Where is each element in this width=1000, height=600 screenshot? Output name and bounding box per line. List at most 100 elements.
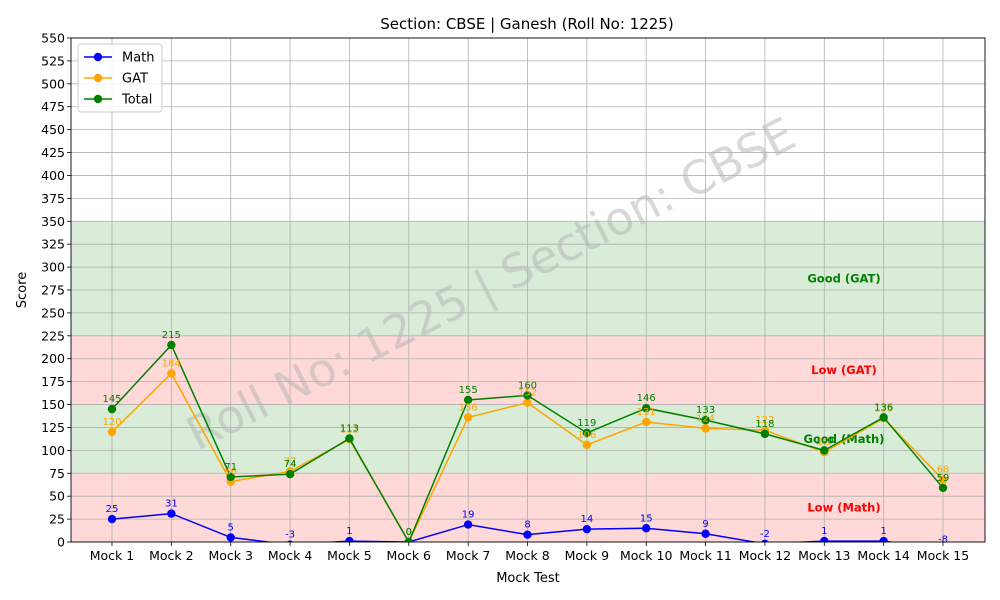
gat-data-label: 68 [937,465,950,476]
x-tick-label: Mock 5 [327,548,371,563]
math-data-label: 15 [640,513,653,524]
math-point [463,520,473,529]
gat-data-label: 136 [459,402,478,413]
y-tick-label: 250 [41,305,65,320]
gat-data-label: 112 [340,424,359,435]
score-bands [71,221,985,542]
total-point [879,413,888,422]
legend-label-math: Math [122,51,155,66]
total-point [938,483,948,493]
x-tick-label: Mock 4 [268,548,313,563]
total-point [345,434,354,443]
total-point [820,446,829,455]
band-label-low-math: Low (Math) [807,501,880,515]
total-point [404,537,413,542]
y-tick-label: 350 [41,214,65,229]
math-point [167,509,176,518]
y-tick-label: 450 [41,122,65,137]
math-data-label: -8 [938,534,948,545]
total-data-label: 0 [406,527,412,538]
x-tick-label: Mock 14 [857,548,909,563]
y-tick-label: 325 [41,237,65,252]
y-tick-label: 500 [41,76,65,91]
math-point [345,536,354,542]
gat-data-label: 135 [874,403,893,414]
x-tick-label: Mock 15 [917,548,969,563]
total-data-label: 74 [284,459,297,470]
math-data-label: 14 [580,514,593,525]
gat-data-label: 184 [162,358,181,369]
legend-marker-total [93,94,103,104]
y-tick-label: 525 [41,53,65,68]
math-point [642,524,651,533]
y-tick-label: 425 [41,145,65,160]
x-tick-label: Mock 13 [798,548,850,563]
band-labels: Low (Math)Good (Math)Low (GAT)Good (GAT) [804,272,885,515]
legend-label-gat: GAT [122,72,148,87]
math-data-label: 5 [228,522,234,533]
band-good-gat [71,221,985,336]
legend-marker-gat [93,73,103,83]
math-point [523,530,532,539]
gat-point [107,427,117,437]
x-tick-label: Mock 11 [679,548,731,563]
legend-marker-math [93,52,103,62]
gat-data-label: 152 [518,388,537,399]
math-data-label: 8 [524,520,530,531]
math-data-label: 25 [106,504,119,515]
y-tick-label: 400 [41,168,65,183]
total-data-label: 100 [815,435,834,446]
x-tick-label: Mock 6 [387,548,432,563]
math-data-label: -2 [760,529,770,540]
total-data-label: 119 [577,418,596,429]
y-tick-label: 275 [41,283,65,298]
y-tick-label: 375 [41,191,65,206]
gat-point [463,413,473,422]
gat-point [523,398,532,407]
math-data-label: 0 [406,527,412,538]
total-data-label: 118 [755,419,774,430]
gat-data-label: 0 [406,527,412,538]
y-tick-label: 0 [57,535,65,550]
x-tick-label: Mock 3 [208,548,252,563]
gat-point [701,424,710,433]
total-data-label: 71 [224,462,237,473]
total-data-label: 136 [874,402,893,413]
x-axis-ticks: Mock 1 Mock 2 Mock 3 Mock 4 Mock 5 Mock 6 Mock… [90,542,969,563]
y-tick-label: 25 [49,512,65,527]
x-tick-label: Mock 2 [149,548,193,563]
math-point [761,539,769,542]
math-point [820,536,829,542]
total-point [285,469,295,479]
total-point [701,415,710,425]
math-point [582,524,592,534]
total-point [107,404,117,414]
gat-data-label: 98 [818,437,831,448]
gat-data-label: 131 [637,407,656,418]
total-data-label: 59 [937,473,950,484]
gat-data-label: 122 [755,415,774,426]
total-data-label: 145 [102,394,121,405]
y-tick-label: 75 [49,466,65,481]
y-tick-label: 550 [41,31,65,46]
gat-point [167,369,176,378]
total-point [167,340,176,350]
gat-point [642,417,651,427]
total-point [760,429,770,439]
math-data-label: 1 [346,526,352,537]
y-tick-label: 225 [41,328,65,343]
gat-data-label: 106 [577,430,596,441]
y-tick-label: 150 [41,397,65,412]
total-data-label: 155 [459,385,478,396]
math-point [107,514,117,524]
total-data-label: 133 [696,405,715,416]
x-tick-label: Mock 12 [739,548,791,563]
y-tick-label: 475 [41,99,65,114]
y-tick-label: 100 [41,443,65,458]
x-tick-label: Mock 8 [505,548,550,563]
total-data-label: 146 [637,393,656,404]
total-point [523,391,532,400]
math-point [226,533,235,542]
legend-label-total: Total [121,93,152,108]
math-data-label: 31 [165,499,178,510]
